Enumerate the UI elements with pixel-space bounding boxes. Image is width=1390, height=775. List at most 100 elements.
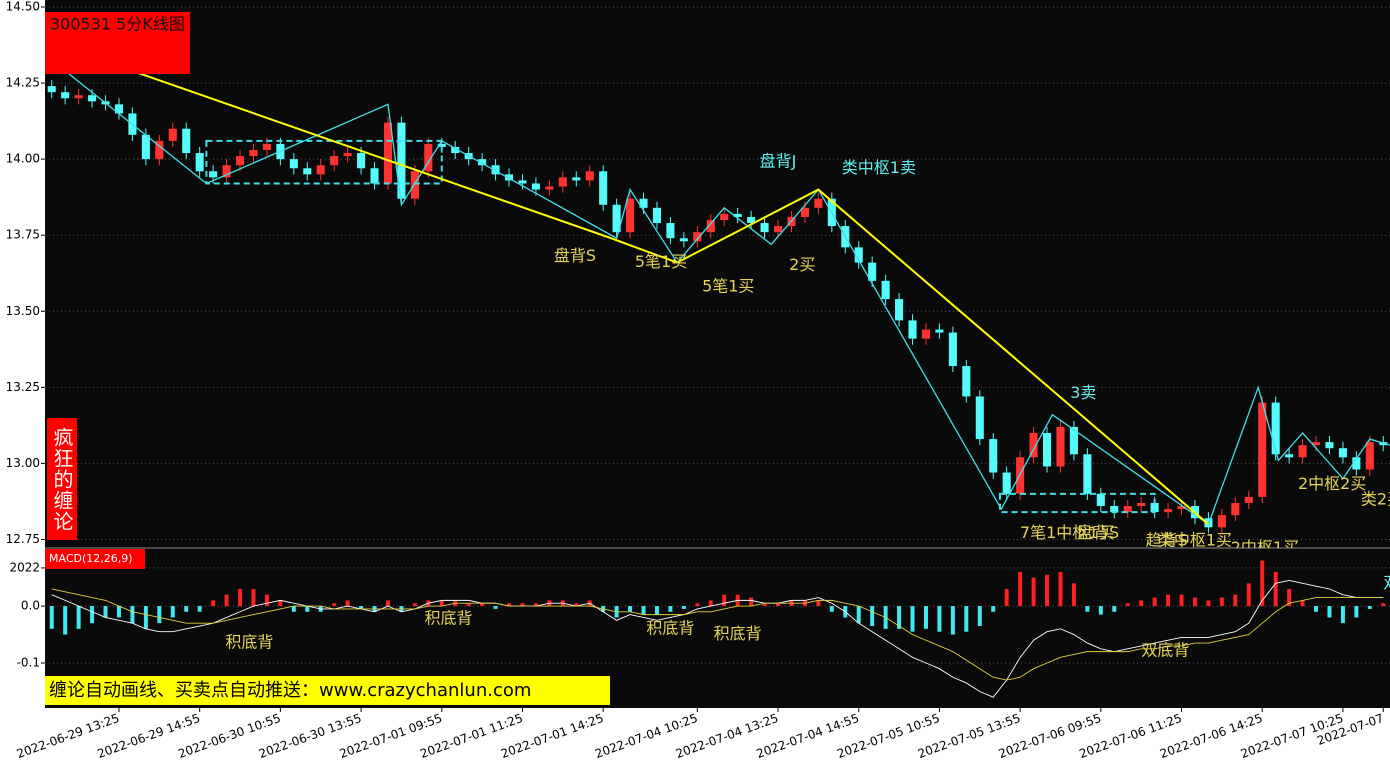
candle-body <box>410 171 419 199</box>
macd-bar <box>211 600 216 607</box>
macd-bar <box>520 603 525 607</box>
candle-body <box>397 122 406 199</box>
macd-bar <box>829 606 834 612</box>
macd-bar <box>359 606 364 609</box>
macd-bar <box>574 603 579 607</box>
macd-bar <box>412 603 417 607</box>
candle-body <box>545 186 554 190</box>
candle-body <box>666 223 675 239</box>
candle-body <box>195 153 204 172</box>
macd-bar <box>1246 583 1251 607</box>
macd-bar <box>493 606 498 609</box>
candle-body <box>531 183 540 190</box>
macd-bar <box>1152 597 1157 607</box>
candle-body <box>222 165 231 178</box>
macd-line <box>51 579 1384 698</box>
macd-bar <box>1179 594 1184 607</box>
candle-body <box>74 95 83 99</box>
y-tick-label: 0.0 <box>21 599 40 613</box>
candle-body <box>518 180 527 184</box>
macd-bar <box>1071 583 1076 607</box>
annotation: 2买 <box>789 255 815 274</box>
candle-body <box>330 156 339 166</box>
candle-body <box>908 320 917 339</box>
annotation: 类中枢1买 <box>1158 531 1232 550</box>
candle-body <box>437 143 446 147</box>
macd-panel: 积底背积底背积底背积底背双底背双 <box>45 560 1390 698</box>
macd-bar <box>668 606 673 612</box>
candle-body <box>1217 515 1226 528</box>
annotation: 类2买 <box>1361 489 1390 508</box>
macd-bar <box>1260 560 1265 607</box>
macd-bar <box>184 606 189 612</box>
macd-bar <box>1031 577 1036 607</box>
candle-body <box>733 213 742 217</box>
y-tick-label: 2022 <box>9 560 40 574</box>
macd-bar <box>762 603 767 607</box>
macd-bar <box>224 594 229 607</box>
macd-bar <box>103 606 108 618</box>
candle-body <box>881 280 890 300</box>
candle-body <box>773 226 783 233</box>
macd-bar <box>1045 574 1050 607</box>
candle-body <box>47 86 56 93</box>
candle-body <box>1325 442 1334 449</box>
candle-body <box>383 122 393 184</box>
candle-body <box>303 168 312 175</box>
candle-body <box>316 165 325 175</box>
candle-body <box>262 143 271 151</box>
annotation: 双底背 <box>1141 641 1189 660</box>
candle-body <box>558 177 567 187</box>
y-tick-label: 13.50 <box>6 304 40 318</box>
y-tick-label: 14.50 <box>6 0 40 13</box>
macd-title: MACD(12,26,9) <box>49 552 133 565</box>
candle-body <box>1285 454 1294 458</box>
macd-bar <box>641 606 646 615</box>
candle-body <box>1056 426 1065 467</box>
annotation: 2中枢1买 <box>1231 538 1299 557</box>
macd-bar <box>1381 603 1386 607</box>
candle-body <box>962 366 971 397</box>
annotation: 双 <box>1383 573 1390 592</box>
candle-body <box>1029 432 1038 458</box>
y-tick-label: 14.00 <box>6 152 40 166</box>
candle-body <box>585 171 594 181</box>
candle-body <box>155 140 164 160</box>
macd-bar <box>1327 606 1332 618</box>
macd-bar <box>480 603 485 607</box>
candle-body <box>1352 457 1361 470</box>
annotation: 盘背J <box>760 152 797 171</box>
candle-body <box>182 128 191 154</box>
candle-body <box>504 174 514 181</box>
macd-bar <box>1287 588 1292 607</box>
pivot-box <box>205 139 443 185</box>
y-tick-label: -0.1 <box>17 656 40 670</box>
macd-bar <box>1354 606 1359 618</box>
macd-bar <box>143 606 148 629</box>
candle-body <box>168 128 177 141</box>
candle-body <box>235 156 245 166</box>
candle-body <box>639 198 648 208</box>
annotation: 5笔1买 <box>702 276 754 295</box>
macd-bar <box>950 606 955 635</box>
macd-bar <box>1367 606 1372 609</box>
macd-bar <box>1340 606 1345 624</box>
macd-bar <box>1098 606 1103 615</box>
y-tick-label: 13.00 <box>6 456 40 470</box>
macd-bar <box>870 606 875 627</box>
candle-body <box>626 198 635 233</box>
candle-body <box>1244 496 1253 503</box>
annotation: 盘背S <box>1077 523 1119 542</box>
annotation: 7笔1中枢1买 <box>1020 523 1115 542</box>
candle-body <box>343 153 352 157</box>
macd-bar <box>90 606 95 624</box>
candle-body <box>572 177 581 181</box>
macd-bar <box>977 606 982 627</box>
banner: 缠论自动画线、买卖点自动推送：www.crazychanlun.com <box>45 676 610 705</box>
candle-body <box>88 95 97 102</box>
annotation: 3卖 <box>1070 383 1096 402</box>
macd-bar <box>695 603 700 607</box>
macd-line <box>51 588 1384 681</box>
